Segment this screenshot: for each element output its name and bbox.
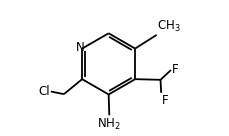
Text: CH$_3$: CH$_3$ [157,19,181,34]
Text: NH$_2$: NH$_2$ [97,117,121,132]
Text: F: F [162,94,169,107]
Text: Cl: Cl [39,85,50,98]
Text: F: F [172,63,178,76]
Text: N: N [76,41,85,54]
